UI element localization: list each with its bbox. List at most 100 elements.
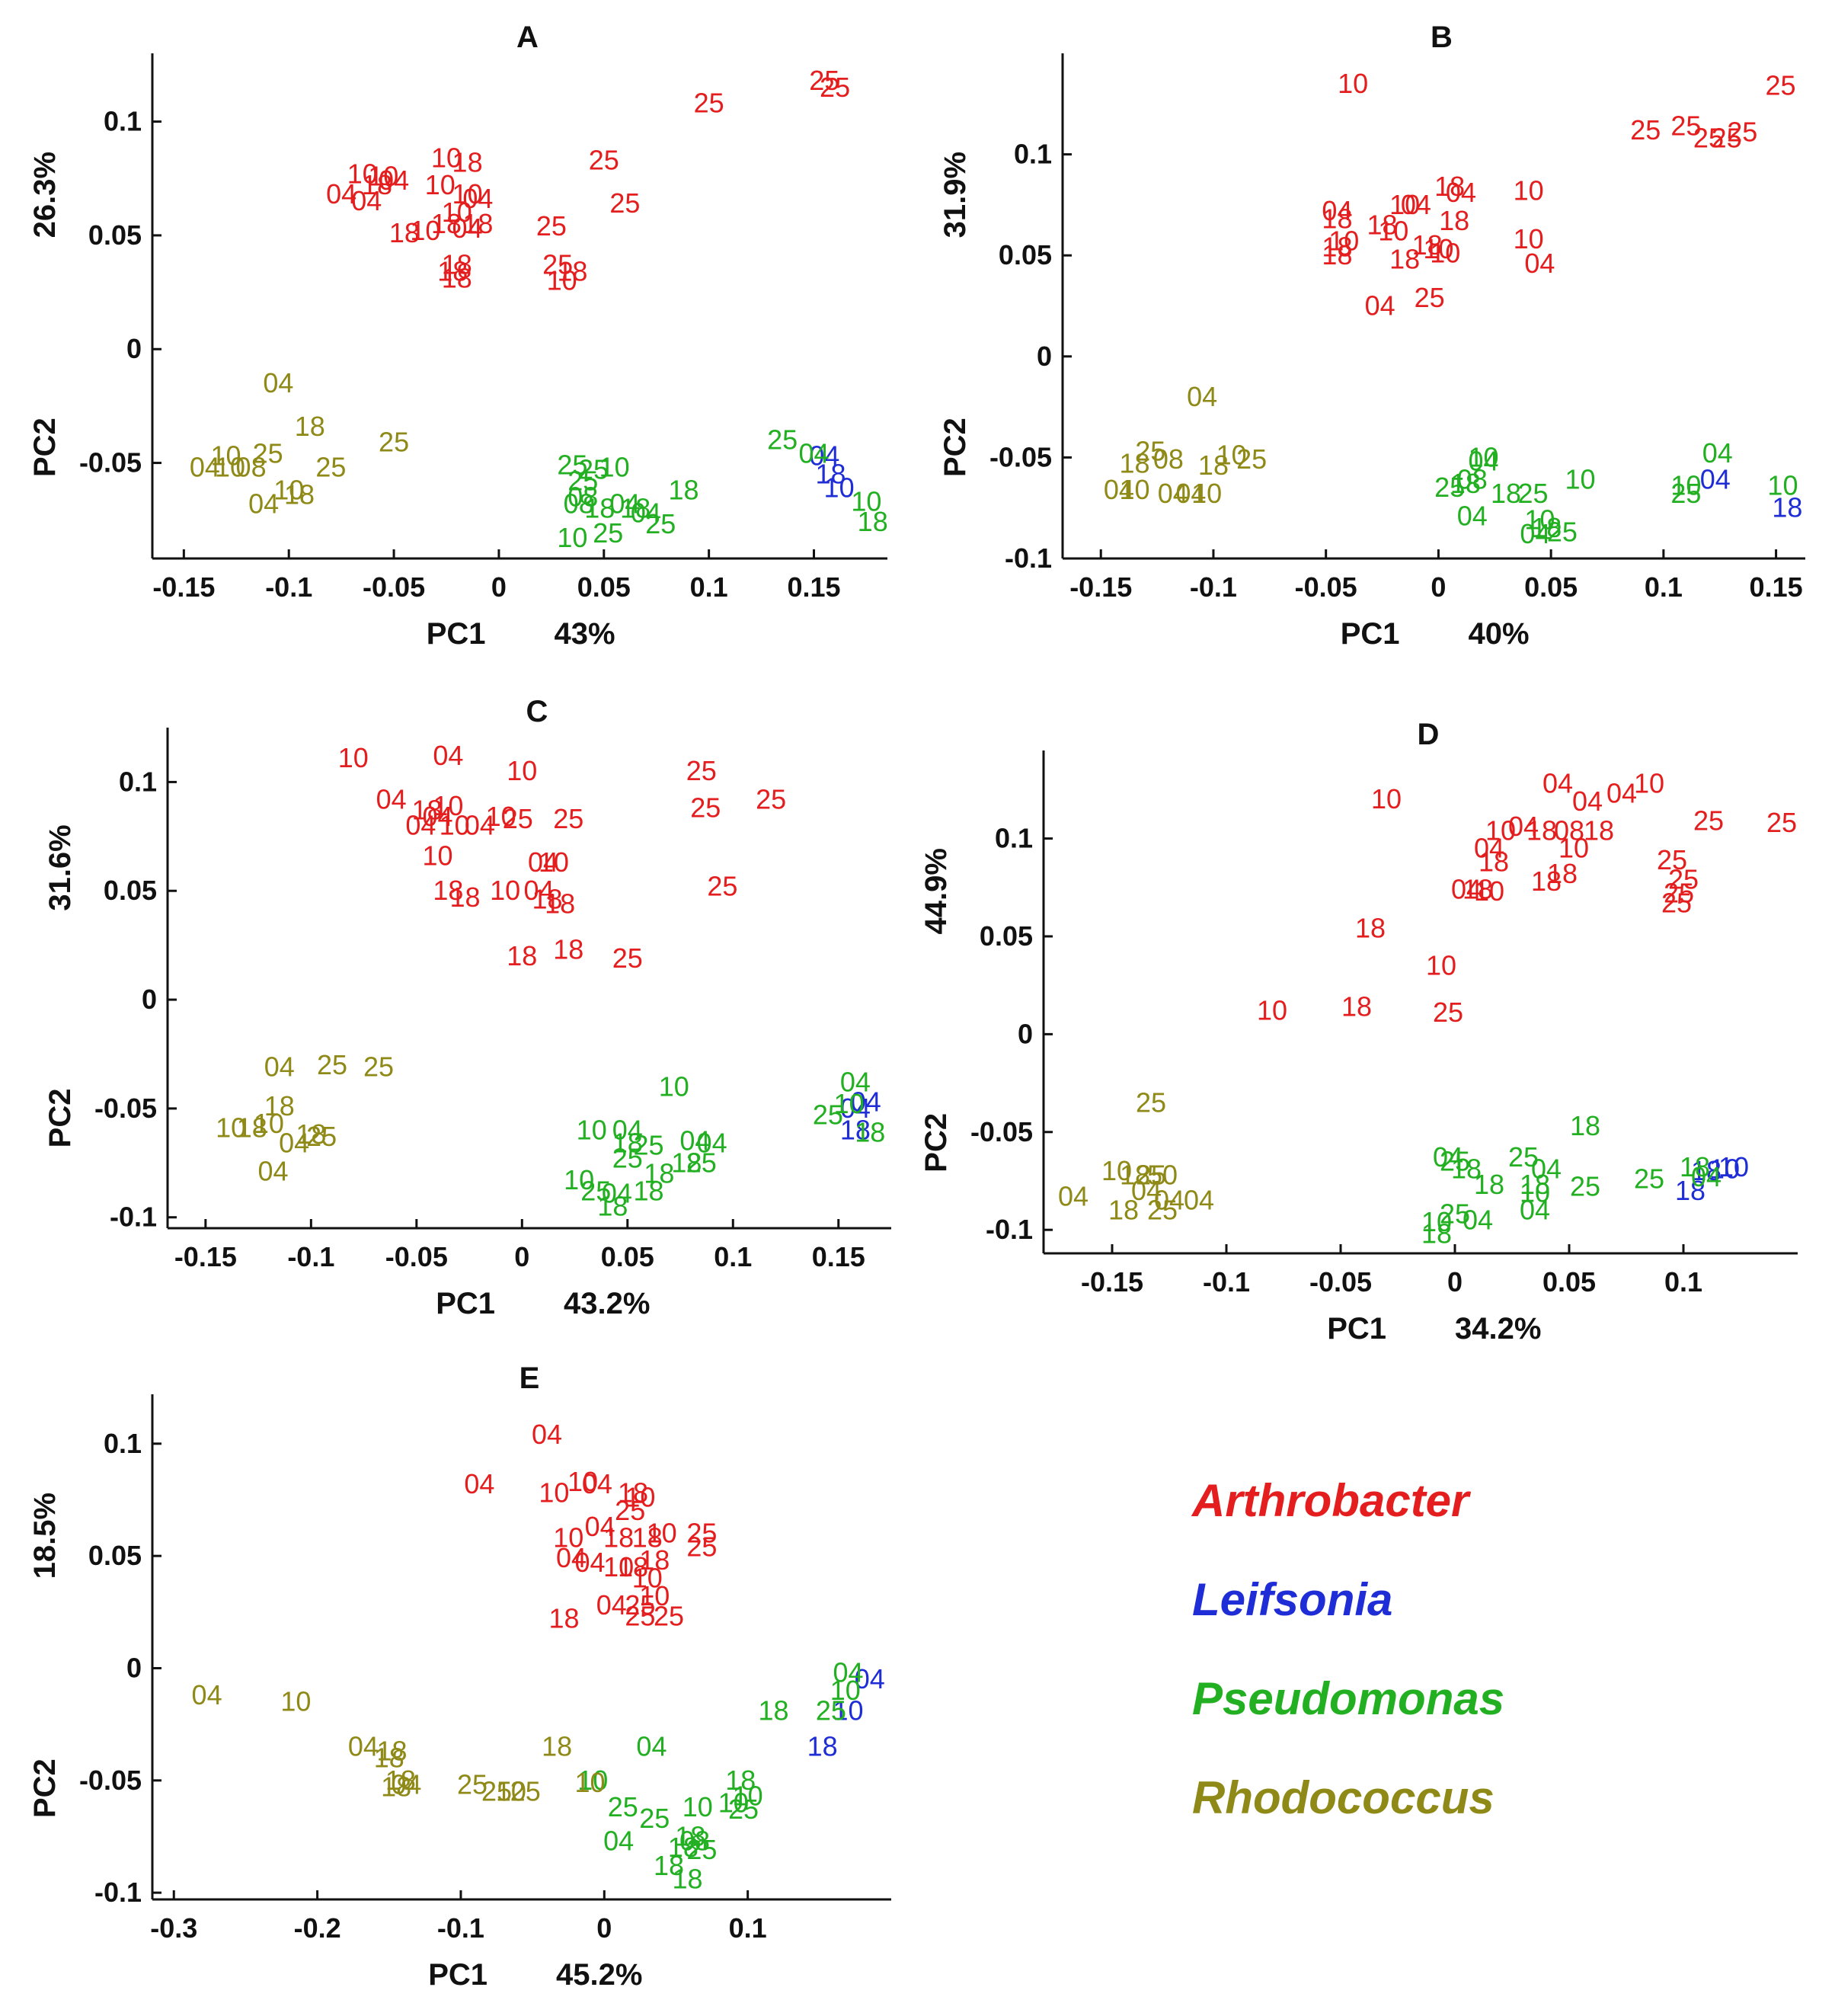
data-point: 18	[1322, 239, 1352, 270]
data-point: 18	[673, 1863, 703, 1894]
y-tick-label: 0.1	[104, 106, 142, 137]
data-point: 04	[1131, 1175, 1162, 1206]
y-axis-title: PC2	[938, 418, 972, 477]
data-point: 04	[190, 452, 220, 483]
data-point: 04	[379, 165, 409, 196]
data-point: 18	[507, 940, 537, 971]
y-tick-label: -0.05	[79, 447, 142, 478]
data-point: 25	[633, 1129, 663, 1160]
data-point: 18	[1421, 1218, 1452, 1249]
data-point: 10	[1474, 875, 1504, 907]
data-point: 18	[1322, 232, 1352, 263]
data-point: 10	[539, 1477, 569, 1509]
data-point: 04	[1104, 474, 1134, 505]
x-axis-title: PC1	[1327, 1312, 1386, 1346]
data-point: 08	[564, 488, 594, 519]
data-point: 10	[1191, 478, 1222, 509]
data-point: 25	[686, 755, 717, 786]
data-point: 04	[523, 875, 554, 906]
data-point: 18	[855, 1116, 885, 1147]
y-tick-label: -0.05	[970, 1116, 1033, 1147]
data-point: 18	[1479, 846, 1509, 877]
data-point: 18	[584, 492, 615, 523]
data-point: 25	[542, 249, 573, 280]
data-point: 10	[1426, 949, 1456, 981]
data-point: 10	[539, 846, 569, 878]
data-point: 10	[1430, 238, 1460, 269]
y-tick-label: 0	[142, 984, 157, 1015]
y-tick-label: -0.05	[79, 1765, 142, 1796]
data-point: 25	[1661, 887, 1692, 918]
data-point: 25	[557, 450, 587, 481]
data-point: 18	[1451, 1154, 1482, 1185]
data-point: 04	[556, 1542, 587, 1573]
panel-b: -0.15 -0.1 -0.05 0 0.05 0.1 0.15 -0.1 -0.05 0 0.05…	[938, 21, 1805, 651]
data-point: 10	[1378, 215, 1408, 246]
legend-entry-pseudomonas: Pseudomonas	[1192, 1673, 1505, 1724]
data-point: 10	[577, 1765, 608, 1796]
data-point: 10	[1718, 1151, 1749, 1182]
data-point: 08	[1554, 814, 1584, 846]
data-point: 04	[279, 1128, 309, 1159]
data-point: 10	[830, 1675, 861, 1706]
data-point: 10	[547, 265, 577, 296]
data-point: 18	[1680, 1151, 1710, 1182]
x-tick-label: 0.05	[577, 571, 631, 603]
data-point: 04	[433, 740, 463, 771]
data-point: 25	[625, 1589, 655, 1621]
data-point: 10	[683, 1791, 713, 1822]
data-point: 10	[440, 810, 470, 841]
data-point: 25	[1668, 863, 1699, 894]
data-point: 10	[833, 1694, 863, 1726]
data-point: 25	[1147, 1195, 1178, 1226]
data-point: 25	[536, 210, 567, 242]
data-point: 25	[1508, 1141, 1539, 1173]
data-point: 18	[1675, 1175, 1706, 1206]
data-point: 04	[602, 1177, 632, 1208]
x-tick-label: -0.15	[152, 571, 215, 603]
data-point: 25	[690, 792, 721, 824]
data-point: 04	[192, 1679, 222, 1710]
data-point: 18	[618, 1551, 648, 1582]
data-point: 18	[442, 249, 472, 280]
x-tick-label: -0.15	[174, 1241, 237, 1272]
data-point: 25	[1765, 69, 1795, 101]
x-tick-label: -0.1	[287, 1241, 334, 1272]
series-arthrobacter: 2525252525252518101010041810181010040404…	[326, 65, 850, 296]
x-tick-label: 0.05	[1524, 571, 1578, 603]
data-point: 25	[609, 187, 640, 219]
data-point: 25	[1570, 1171, 1600, 1202]
data-point: 04	[1175, 478, 1206, 509]
data-point: 04	[1446, 177, 1476, 208]
data-point: 04	[1524, 248, 1555, 279]
data-point: 18	[295, 411, 325, 442]
data-point: 10	[557, 522, 587, 553]
data-point: 04	[1451, 873, 1482, 904]
data-point: 10	[567, 1466, 598, 1497]
data-point: 10	[639, 1580, 670, 1611]
data-point: 04	[679, 1125, 710, 1157]
x-tick-label: 0	[1447, 1266, 1463, 1298]
y-axis-variance: 26.3%	[28, 152, 62, 238]
data-point: 25	[567, 465, 598, 496]
legend-entry-arthrobacter: Arthrobacter	[1192, 1475, 1469, 1526]
data-point: 04	[1187, 381, 1217, 412]
legend-entry-rhodococcus: Rhodococcus	[1192, 1772, 1495, 1823]
data-point: 04	[462, 183, 493, 214]
y-axis-variance: 18.5%	[28, 1493, 62, 1579]
data-point: 25	[1634, 1163, 1664, 1194]
data-point: 18	[654, 1850, 684, 1881]
data-point: 18	[1389, 244, 1420, 275]
data-point: 18	[671, 1147, 702, 1178]
data-point: 04	[596, 1589, 627, 1621]
data-point: 04	[1322, 195, 1352, 226]
data-point: 18	[1439, 205, 1469, 236]
data-point: 10	[216, 1112, 246, 1144]
